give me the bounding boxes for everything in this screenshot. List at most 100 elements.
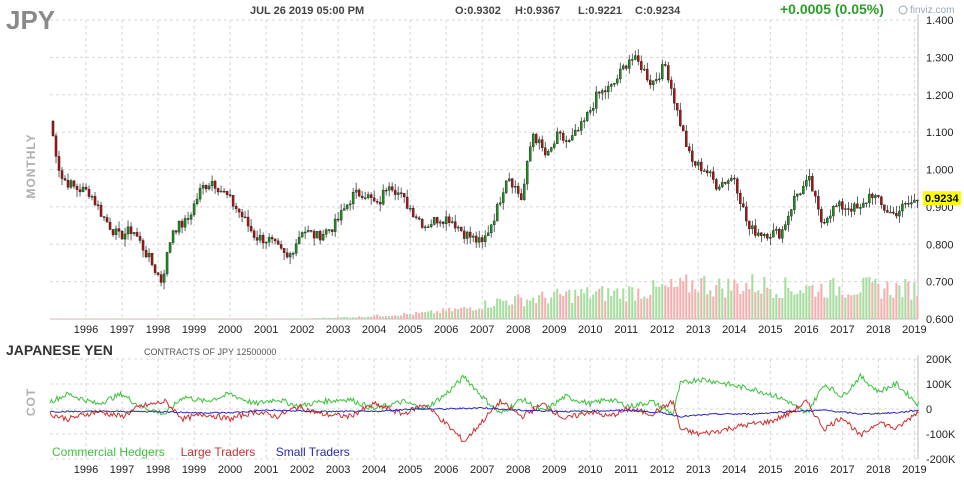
candle-body [904, 203, 907, 205]
volume-bar [748, 288, 751, 319]
volume-bar [850, 295, 853, 319]
candle-body [369, 194, 373, 199]
volume-bar [355, 317, 358, 319]
candle-body [108, 221, 112, 230]
volume-bar [712, 296, 715, 319]
cot-year-tick-label: 2010 [578, 464, 602, 476]
cot-tick-label: 200K [926, 354, 952, 366]
volume-bar [376, 314, 379, 319]
volume-bar [394, 315, 397, 319]
volume-bar [445, 311, 448, 319]
volume-bar [496, 298, 499, 319]
year-tick-label: 2003 [326, 324, 350, 336]
volume-bar [901, 297, 904, 319]
year-tick-label: 2001 [254, 324, 278, 336]
volume-bar [865, 277, 868, 319]
candle-body [141, 240, 145, 251]
candle-body [703, 170, 706, 172]
volume-bar [472, 310, 475, 319]
year-axis-cot: 1996 1997 1998 1999 2000 2001 2002 2003 2004 2005… [74, 464, 927, 476]
candle-body [96, 204, 100, 206]
candle-body [246, 216, 250, 227]
price-tick-label: 1.000 [926, 165, 954, 177]
candle-body [297, 236, 301, 244]
candle-body [483, 235, 487, 243]
volume-bar [211, 318, 214, 319]
close-label: C:0.9234 [635, 5, 681, 17]
candle-body [510, 178, 514, 188]
candle-body [859, 207, 862, 209]
volume-bar [277, 318, 280, 319]
candle-body [234, 205, 238, 210]
candle-body [123, 233, 127, 240]
volume-bar [751, 274, 754, 319]
candle-body [748, 220, 751, 230]
candle-body [429, 224, 433, 227]
candle-body [778, 228, 781, 239]
candle-body [168, 242, 172, 253]
volume-bar [874, 278, 877, 319]
candle-body [288, 253, 292, 258]
candle-body [252, 230, 256, 238]
high-label: H:0.9367 [515, 5, 560, 17]
cot-tick-label: 0 [926, 404, 932, 416]
candle-body [640, 61, 643, 70]
candle-body [375, 201, 379, 203]
volume-bar [646, 298, 649, 319]
price-tick-label: 0.600 [926, 314, 954, 326]
cot-year-tick-label: 2015 [758, 464, 782, 476]
volume-bar [159, 318, 163, 319]
candle-body [69, 180, 73, 188]
year-tick-label: 2000 [218, 324, 242, 336]
volume-bar [93, 318, 97, 319]
candle-body [132, 232, 136, 234]
candle-body [625, 65, 628, 69]
candle-body [567, 140, 571, 142]
volume-bar [481, 309, 484, 319]
candle-body [195, 198, 199, 205]
volume-bar [802, 292, 805, 319]
volume-bar [907, 281, 910, 319]
candle-body [564, 140, 568, 142]
volume-bar [268, 318, 271, 319]
volume-bar [547, 303, 550, 319]
volume-bar [640, 298, 643, 319]
volume-bar [541, 291, 544, 319]
candle-body [201, 185, 205, 189]
cot-year-tick-label: 2009 [542, 464, 566, 476]
volume-bar [379, 316, 382, 319]
volume-bar [406, 313, 409, 319]
cot-year-tick-label: 1997 [110, 464, 134, 476]
price-tick-label: 1.200 [926, 90, 954, 102]
volume-bar [129, 318, 133, 319]
candle-body [862, 202, 865, 208]
volume-bar [583, 293, 586, 319]
volume-bar [631, 287, 634, 319]
year-axis-main: 1996 1997 1998 1999 2000 2001 2002 2003 2004 2005… [74, 324, 927, 336]
candle-body [339, 210, 343, 221]
candle-body [805, 179, 808, 187]
volume-bar [184, 318, 187, 319]
candle-body [838, 201, 841, 207]
finviz-logo[interactable]: finviz.com [898, 5, 954, 16]
volume-bar [700, 278, 703, 319]
volume-bar [412, 314, 415, 319]
finviz-logo-text: finviz.com [910, 5, 954, 16]
candle-body [495, 204, 499, 222]
volume-bar [718, 278, 721, 319]
price-axis: 1.4001.3001.2001.1001.0000.9000.8000.700… [926, 15, 954, 326]
candle-body [847, 208, 850, 210]
candle-body [54, 135, 58, 157]
cot-legend: Commercial Hedgers Large Traders Small Tra… [52, 445, 350, 459]
year-tick-label: 2008 [506, 324, 530, 336]
volume-bar [835, 295, 838, 319]
candle-body [769, 237, 772, 239]
candle-body [294, 243, 298, 254]
volume-bar [862, 277, 865, 319]
year-tick-label: 2018 [866, 324, 890, 336]
year-tick-label: 1997 [110, 324, 134, 336]
candle-body [255, 237, 259, 241]
volume-bar [421, 312, 424, 319]
volume-bar [304, 318, 307, 319]
candle-body [420, 218, 424, 228]
